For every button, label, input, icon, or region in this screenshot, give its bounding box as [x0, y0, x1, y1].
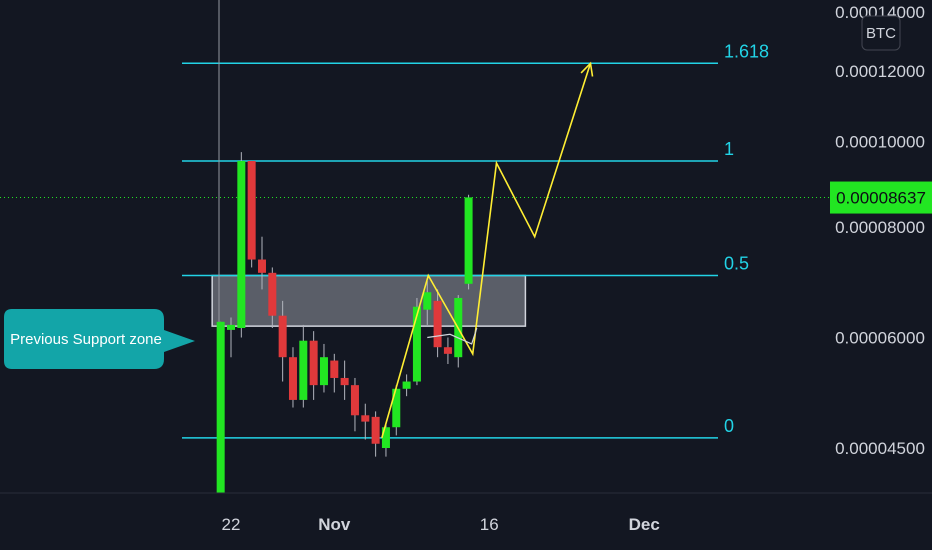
last-price-tag-bg: [830, 181, 932, 214]
callout-label: Previous Support zone: [10, 331, 162, 348]
price-tick-label: 0.00010000: [835, 132, 925, 151]
fib-label-2: 0.5: [724, 254, 749, 274]
candle: [227, 317, 235, 358]
candle-body: [330, 360, 339, 378]
candle-body: [309, 340, 318, 386]
candle-body: [392, 388, 401, 428]
candle: [454, 295, 463, 368]
candle: [412, 297, 421, 386]
candle-body: [443, 347, 452, 354]
candle: [464, 194, 473, 290]
candle-body: [402, 381, 411, 389]
price-tick-label: 0.00004500: [835, 439, 925, 458]
last-price-tag: 0.00008637: [830, 181, 932, 214]
candle-body: [464, 197, 473, 284]
candle-body: [371, 416, 380, 444]
candle-body: [237, 160, 246, 329]
candle: [278, 300, 287, 382]
candle: [309, 331, 318, 400]
candle: [350, 377, 359, 432]
candle-body: [361, 415, 370, 422]
candle-body: [299, 340, 308, 400]
time-tick-label: Dec: [629, 515, 660, 534]
fib-label-3: 0: [724, 416, 734, 436]
candle: [361, 403, 370, 440]
price-tick-label: 0.00006000: [835, 328, 925, 347]
fib-label-0: 1.618: [724, 41, 769, 61]
candle: [237, 152, 246, 338]
projection-path: [381, 63, 592, 439]
candle: [330, 353, 339, 393]
candle-body: [319, 357, 328, 386]
candle: [340, 360, 349, 400]
candle-body: [247, 160, 256, 260]
price-tick-label: 0.00008000: [835, 218, 925, 237]
candle: [371, 411, 380, 457]
time-tick-label: Nov: [318, 515, 351, 534]
candle-body: [257, 259, 266, 273]
candle: [433, 289, 442, 358]
support-callout: Previous Support zone: [4, 309, 195, 369]
projection-arrowhead: [580, 61, 594, 77]
candle: [423, 281, 432, 325]
candle-body: [381, 427, 390, 448]
time-tick-label: 16: [480, 515, 499, 534]
candle: [247, 160, 256, 268]
price-tick-label: 0.00014000: [835, 3, 925, 22]
candle-body: [423, 292, 432, 310]
currency-badge-label: BTC: [866, 25, 896, 42]
candle-body: [216, 321, 225, 493]
candle-body: [288, 357, 297, 400]
candle: [257, 236, 266, 290]
candle-body: [412, 306, 421, 382]
support-zone-box: [211, 274, 527, 327]
candle-body: [227, 324, 235, 330]
candle: [381, 423, 390, 457]
candle: [216, 321, 225, 493]
candle: [319, 343, 328, 393]
callout-bubble: [4, 309, 195, 369]
small-projection-path: [427, 327, 478, 345]
candle: [299, 324, 308, 408]
candle: [288, 347, 297, 408]
last-price-tag-label: 0.00008637: [836, 189, 926, 208]
candle-body: [350, 385, 359, 416]
fib-label-1: 1: [724, 139, 734, 159]
currency-badge[interactable]: BTC: [861, 15, 901, 51]
candle: [268, 267, 277, 329]
price-tick-label: 0.00012000: [835, 62, 925, 81]
candle: [443, 337, 452, 364]
candle-body: [340, 377, 349, 386]
time-tick-label: 22: [222, 515, 241, 534]
candle: [402, 374, 411, 397]
candle-body: [433, 300, 442, 348]
candle: [392, 385, 401, 436]
candle-body: [278, 315, 287, 358]
candle-body: [268, 272, 277, 316]
